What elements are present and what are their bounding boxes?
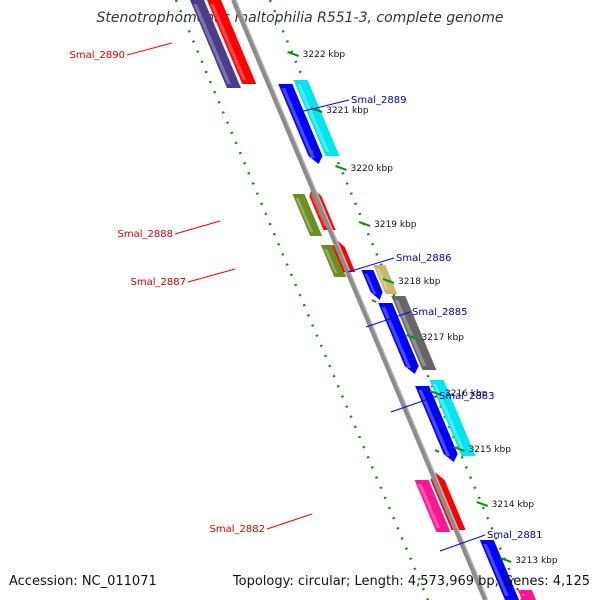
minor-tick	[434, 449, 440, 453]
gene-block-smal-2887-body	[320, 245, 347, 277]
gene-label: Smal_2882	[210, 524, 265, 535]
gene-block-smal-2890	[190, 0, 241, 88]
gene-block-smal-2881	[479, 540, 519, 600]
gene-block-smal-2890b-body	[207, 0, 257, 84]
gene-block-smal-2881b-highlight	[521, 594, 526, 596]
kbp-tick-label: 3222 kbp	[303, 50, 346, 60]
kbp-tick-mark	[287, 51, 300, 57]
gene-block-smal-2885b-highlight	[394, 300, 427, 366]
gene-label: Smal_2883	[439, 391, 494, 402]
kbp-tick-label: 3215 kbp	[469, 445, 512, 455]
genome-backbone	[231, 0, 487, 600]
gene-block-smal-2890b	[207, 0, 257, 84]
kbp-tick-mark	[335, 165, 347, 171]
gene-leader-line	[365, 311, 411, 328]
kbp-tick-label: 3214 kbp	[492, 500, 535, 510]
gene-leader-line	[439, 534, 486, 552]
gene-block-smal-2885-body	[378, 303, 419, 374]
kbp-tick-mark	[358, 221, 371, 227]
gene-block-smal-2886-highlight	[364, 274, 377, 294]
gene-block-smal-2883b-body	[429, 380, 476, 456]
gene-block-smal-2886	[361, 270, 383, 300]
gene-label: Smal_2885	[412, 307, 467, 318]
gene-leader-line	[187, 268, 236, 283]
kbp-tick-mark	[476, 501, 489, 507]
gene-block-smal-2882	[414, 480, 451, 532]
gene-label: Smal_2888	[118, 229, 173, 240]
kbp-tick-mark	[499, 557, 512, 563]
kbp-tick-label: 3217 kbp	[422, 333, 465, 343]
gene-block-smal-2885	[378, 303, 419, 374]
gene-block-smal-2883-body	[415, 386, 458, 462]
gene-block-smal-2881-highlight	[483, 544, 509, 596]
gene-block-smal-2883-highlight	[418, 390, 451, 456]
kbp-tick-label: 3220 kbp	[351, 164, 394, 174]
gene-leader-line	[390, 395, 438, 413]
gene-block-smal-2881b-body	[517, 590, 536, 600]
gene-block-smal-2889-highlight	[281, 88, 315, 158]
gene-block-smal-2889	[278, 84, 323, 164]
gene-block-smal-2883b-highlight	[432, 384, 466, 452]
gene-block-smal-2888-highlight	[295, 198, 314, 232]
genome-summary-text: Topology: circular; Length: 4,573,969 bp…	[232, 574, 590, 589]
gene-block-smal-2889b	[293, 80, 340, 156]
gene-block-smal-2887	[320, 245, 347, 277]
gene-leader-line	[126, 42, 173, 56]
accession-text: Accession: NC_011071	[9, 574, 157, 589]
kbp-tick-label: 3221 kbp	[326, 106, 369, 116]
gene-label: Smal_2890	[70, 50, 125, 61]
gene-block-smal-2882-body	[414, 480, 451, 532]
kbp-tick-mark	[406, 334, 418, 340]
kbp-tick-mark	[382, 278, 395, 284]
gene-leader-line	[174, 220, 221, 235]
gene-leader-line	[266, 513, 313, 530]
gene-block-smal-2885-highlight	[381, 307, 412, 368]
minor-tick	[308, 149, 314, 153]
kbp-tick-mark	[429, 390, 442, 396]
gene-block-smal-2887-highlight	[324, 249, 338, 273]
kbp-tick-label: 3218 kbp	[398, 277, 441, 287]
gene-block-smal-2889b-body	[293, 80, 340, 156]
gene-block-smal-2886-body	[361, 270, 383, 300]
gene-block-smal-2881b	[517, 590, 536, 600]
minor-tick	[371, 299, 377, 303]
gene-block-smal-2888-body	[292, 194, 323, 236]
kbp-tick-mark	[453, 446, 465, 452]
gene-block-smal-2886b-highlight	[376, 269, 389, 290]
kbp-tick-label: 3216 kbp	[445, 389, 488, 399]
gene-leader-line	[299, 99, 350, 113]
gene-block-smal-2883b	[429, 380, 476, 456]
gene-block-smal-2889-body	[278, 84, 323, 164]
gene-block-smal-2889b-highlight	[296, 84, 330, 152]
gene-label: Smal_2889	[351, 95, 406, 106]
gene-label: Smal_2881	[487, 530, 542, 541]
gene-block-smal-2890-highlight	[193, 4, 231, 84]
gene-block-smal-2888	[292, 194, 323, 236]
gene-block-smal-2881-body	[479, 540, 519, 600]
kbp-tick-label: 3219 kbp	[374, 220, 417, 230]
kbp-tick-label: 3213 kbp	[515, 556, 558, 566]
gene-label: Smal_2887	[131, 277, 186, 288]
gene-block-smal-2883	[415, 386, 458, 462]
gene-block-smal-2890b-highlight	[210, 4, 247, 80]
gene-label: Smal_2886	[396, 253, 451, 264]
gene-leader-line	[347, 257, 395, 273]
gene-block-smal-2890-body	[190, 0, 241, 88]
gene-block-smal-2882-highlight	[417, 484, 441, 528]
